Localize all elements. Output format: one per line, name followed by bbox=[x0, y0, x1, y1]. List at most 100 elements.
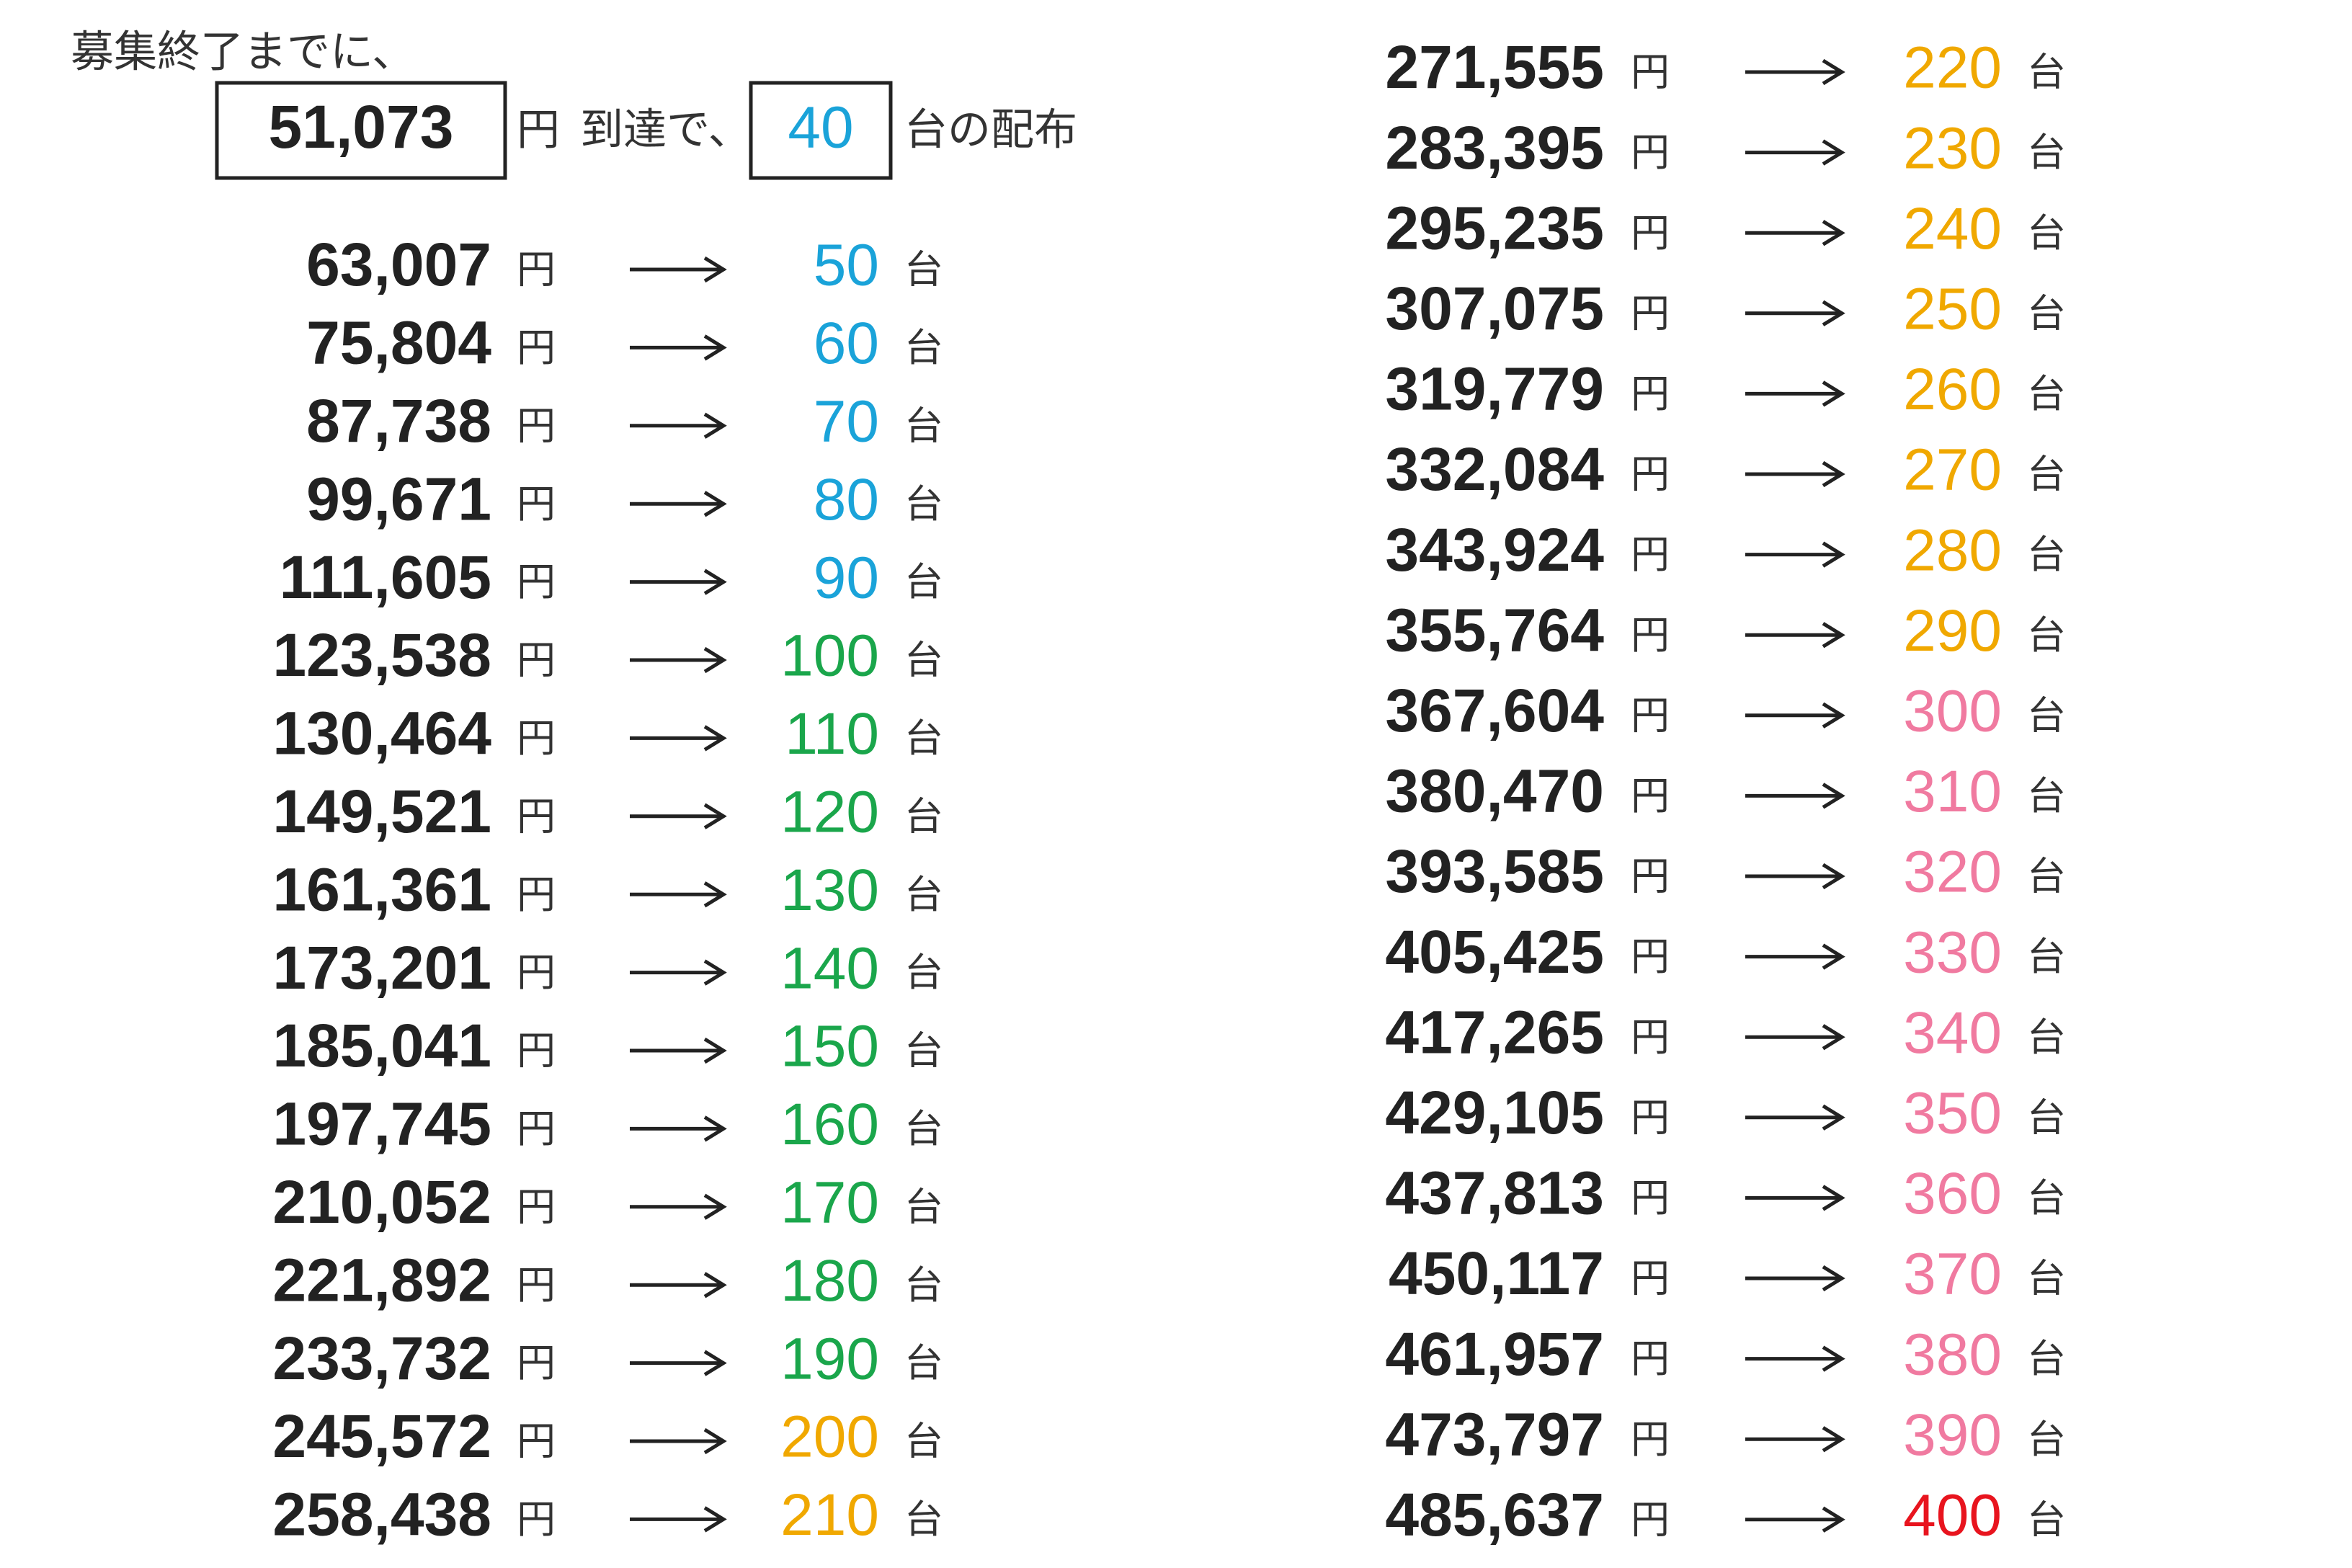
yen-unit: 円 bbox=[517, 1106, 556, 1152]
count: 200 bbox=[780, 1404, 879, 1470]
yen-unit: 円 bbox=[1631, 290, 1670, 336]
count-unit: 台 bbox=[904, 638, 943, 683]
count: 220 bbox=[1903, 35, 2002, 101]
yen-unit: 円 bbox=[1631, 1336, 1670, 1381]
yen-unit: 円 bbox=[1631, 1497, 1670, 1542]
arrow-head bbox=[1822, 702, 1845, 729]
count: 250 bbox=[1903, 276, 2002, 342]
yen-unit: 円 bbox=[1631, 1417, 1670, 1462]
count-unit: 台 bbox=[904, 950, 943, 995]
reach-text: 到達で、 bbox=[580, 105, 752, 156]
count: 70 bbox=[814, 388, 879, 454]
yen-unit: 円 bbox=[1631, 130, 1670, 175]
count: 210 bbox=[780, 1482, 879, 1548]
arrow-head bbox=[1822, 622, 1845, 649]
amount: 185,041 bbox=[272, 1012, 491, 1079]
count-unit: 台 bbox=[2027, 452, 2066, 497]
yen-unit: 円 bbox=[1631, 773, 1670, 819]
yen-unit: 円 bbox=[1631, 934, 1670, 979]
amount: 307,075 bbox=[1385, 275, 1604, 342]
amount: 380,470 bbox=[1385, 757, 1604, 825]
amount: 405,425 bbox=[1385, 918, 1604, 986]
count: 180 bbox=[780, 1248, 879, 1314]
yen-unit: 円 bbox=[1631, 1095, 1670, 1140]
amount: 123,538 bbox=[272, 621, 491, 689]
arrow-head bbox=[703, 491, 727, 517]
count: 350 bbox=[1903, 1080, 2002, 1146]
count: 130 bbox=[780, 858, 879, 923]
amount: 75,804 bbox=[306, 309, 491, 377]
count-unit: 台 bbox=[904, 1028, 943, 1074]
yen-unit: 円 bbox=[517, 638, 556, 683]
count: 260 bbox=[1903, 357, 2002, 422]
amount: 367,604 bbox=[1385, 677, 1604, 744]
arrow-head bbox=[1822, 460, 1845, 488]
yen-unit: 円 bbox=[1631, 532, 1670, 577]
count-unit: 台 bbox=[2027, 1497, 2066, 1542]
count: 330 bbox=[1903, 919, 2002, 985]
count: 270 bbox=[1903, 437, 2002, 503]
yen-unit: 円 bbox=[1631, 50, 1670, 95]
yen-unit: 円 bbox=[517, 403, 556, 448]
amount: 210,052 bbox=[272, 1168, 491, 1236]
yen-unit: 円 bbox=[517, 872, 556, 917]
amount: 429,105 bbox=[1385, 1079, 1604, 1146]
count-unit: 台 bbox=[2027, 290, 2066, 336]
count-unit: 台 bbox=[2027, 1256, 2066, 1301]
count-unit: 台 bbox=[904, 481, 943, 527]
count-unit: 台 bbox=[2027, 934, 2066, 979]
count-unit: 台 bbox=[904, 403, 943, 448]
count: 50 bbox=[814, 233, 879, 298]
count: 280 bbox=[1903, 517, 2002, 583]
count-unit: 台 bbox=[2027, 612, 2066, 658]
yen-unit: 円 bbox=[517, 559, 556, 605]
yen-unit: 円 bbox=[517, 1028, 556, 1074]
count: 360 bbox=[1903, 1161, 2002, 1226]
amount: 111,605 bbox=[280, 543, 491, 611]
amount: 63,007 bbox=[306, 231, 491, 298]
count-unit: 台 bbox=[2027, 854, 2066, 899]
count-unit: 台 bbox=[904, 1106, 943, 1152]
amount: 319,779 bbox=[1385, 355, 1604, 423]
amount: 393,585 bbox=[1385, 837, 1604, 905]
amount: 149,521 bbox=[272, 778, 491, 845]
arrow-head bbox=[1822, 783, 1845, 809]
count-unit: 台 bbox=[2027, 773, 2066, 819]
arrow-head bbox=[1822, 220, 1845, 246]
yen-unit: 円 bbox=[517, 950, 556, 995]
count: 240 bbox=[1903, 196, 2002, 262]
yen-unit: 円 bbox=[517, 1419, 556, 1464]
amount: 197,745 bbox=[272, 1090, 491, 1158]
count: 110 bbox=[785, 701, 879, 767]
amount: 473,797 bbox=[1385, 1400, 1604, 1468]
count-unit: 台 bbox=[904, 1184, 943, 1229]
amount: 461,957 bbox=[1385, 1320, 1604, 1388]
amount: 295,235 bbox=[1385, 194, 1604, 262]
yen-unit: 円 bbox=[517, 1184, 556, 1229]
amount: 245,572 bbox=[272, 1402, 491, 1470]
count-unit: 台 bbox=[2027, 692, 2066, 738]
yen-unit: 円 bbox=[517, 1340, 556, 1386]
current-count: 40 bbox=[788, 95, 853, 161]
yen-unit: 円 bbox=[517, 247, 556, 293]
count-unit: 台 bbox=[2027, 371, 2066, 416]
count: 140 bbox=[780, 935, 879, 1001]
arrow-head bbox=[1822, 1506, 1845, 1533]
yen-label: 円 bbox=[517, 105, 560, 156]
amount: 87,738 bbox=[306, 387, 491, 455]
arrow-head bbox=[1822, 380, 1845, 407]
yen-unit: 円 bbox=[1631, 1256, 1670, 1301]
arrow-head bbox=[1822, 300, 1845, 326]
count: 380 bbox=[1903, 1322, 2002, 1387]
count: 170 bbox=[780, 1170, 879, 1235]
count-unit: 台 bbox=[904, 793, 943, 839]
count-unit: 台 bbox=[904, 716, 943, 761]
arrow-head bbox=[703, 1272, 727, 1298]
arrow-head bbox=[703, 881, 727, 908]
yen-unit: 円 bbox=[1631, 210, 1670, 256]
count-unit: 台 bbox=[904, 559, 943, 605]
count: 400 bbox=[1903, 1482, 2002, 1548]
arrow-head bbox=[703, 334, 727, 361]
count: 190 bbox=[780, 1326, 879, 1391]
